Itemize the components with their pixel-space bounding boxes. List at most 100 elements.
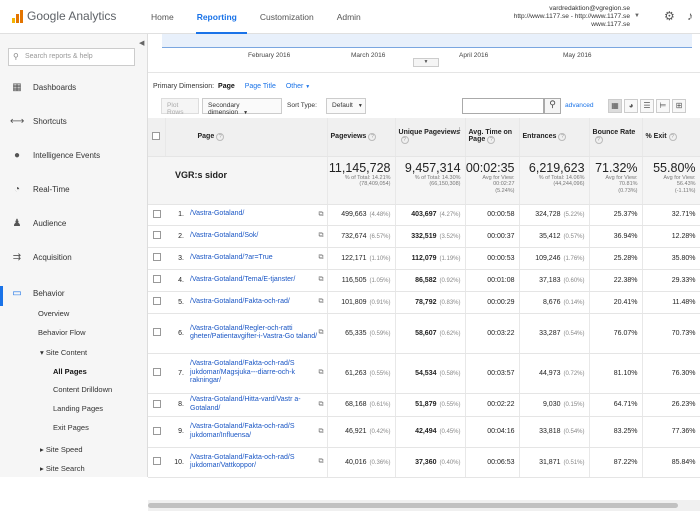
checkbox[interactable] xyxy=(152,368,161,376)
sidebar-item-dashboards[interactable]: ▦ Dashboards xyxy=(0,80,147,98)
sidebar-subitem-site-content[interactable]: ▾ Site Content xyxy=(40,348,87,357)
sidebar-subitem-content-drilldown[interactable]: Content Drilldown xyxy=(53,385,113,394)
checkbox[interactable] xyxy=(152,457,161,465)
table-row[interactable]: 10./Vastra-Gotaland/Fakta-och-rad/S jukd… xyxy=(148,447,700,478)
page-link-cell[interactable]: /Vastra-Gotaland/ ⧉ xyxy=(187,204,328,226)
row-checkbox-cell[interactable] xyxy=(148,204,165,226)
open-page-icon[interactable]: ⧉ xyxy=(318,427,324,435)
tab-admin[interactable]: Admin xyxy=(336,12,361,22)
checkbox[interactable] xyxy=(152,131,161,140)
sidebar-item-real-time[interactable]: ◔ Real-Time xyxy=(0,182,147,200)
open-page-icon[interactable]: ⧉ xyxy=(318,458,324,465)
chevron-down-icon[interactable]: ▼ xyxy=(634,13,640,19)
table-view-icon[interactable]: ▦ xyxy=(608,99,622,113)
sidebar-subitem-exit-pages[interactable]: Exit Pages xyxy=(53,423,89,432)
gear-icon[interactable]: ⚙ xyxy=(664,9,675,23)
row-checkbox-cell[interactable] xyxy=(148,225,165,248)
page-link[interactable]: /Vastra-Gotaland/?ar=True xyxy=(190,253,273,261)
table-row[interactable]: 5./Vastra-Gotaland/Fakta-och-rad/⧉ 101,80… xyxy=(148,291,700,314)
header-page[interactable]: Page? xyxy=(165,118,328,157)
row-checkbox-cell[interactable] xyxy=(148,291,165,314)
page-link[interactable]: /Vastra-Gotaland/Tema/E-tjanster/ xyxy=(190,275,296,283)
select-all-checkbox[interactable] xyxy=(148,118,166,157)
tab-reporting[interactable]: Reporting xyxy=(195,0,247,34)
open-page-icon[interactable]: ⧉ xyxy=(318,254,324,261)
page-link[interactable]: /Vastra-Gotaland/ xyxy=(190,210,245,218)
checkbox[interactable] xyxy=(152,231,161,239)
table-row[interactable]: 7./Vastra-Gotaland/Fakta-och-rad/S jukdo… xyxy=(148,353,700,394)
sidebar-item-audience[interactable]: ♟ Audience xyxy=(0,216,147,234)
row-checkbox-cell[interactable] xyxy=(148,416,165,448)
comparison-view-icon[interactable]: ⊨ xyxy=(656,99,670,113)
sort-type-dropdown[interactable]: Default ▼ xyxy=(326,98,366,114)
header-unique-pageviews[interactable]: Unique Pageviews? ↓ xyxy=(395,118,466,157)
header-pageviews[interactable]: Pageviews? xyxy=(327,118,396,157)
page-link[interactable]: /Vastra-Gotaland/Sok/ xyxy=(190,231,259,239)
page-link-cell[interactable]: /Vastra-Gotaland/Fakta-och-rad/S jukdoma… xyxy=(187,447,328,478)
dimension-page-title[interactable]: Page Title xyxy=(244,83,276,90)
page-link[interactable]: /Vastra-Gotaland/Fakta-och-rad/S jukdoma… xyxy=(190,360,296,385)
open-page-icon[interactable]: ⧉ xyxy=(318,232,324,239)
notifications-bell-icon[interactable]: ♪ xyxy=(687,9,693,23)
header-bounce-rate[interactable]: Bounce Rate? xyxy=(589,118,643,157)
collapse-sidebar-icon[interactable]: ◀ xyxy=(139,40,145,47)
page-link-cell[interactable]: /Vastra-Gotaland/Hitta-vard/Vastr a-Gota… xyxy=(187,393,328,417)
help-icon[interactable]: ? xyxy=(594,136,603,145)
row-checkbox-cell[interactable] xyxy=(148,353,165,394)
sidebar-subitem-all-pages[interactable]: All Pages xyxy=(53,367,87,376)
tab-customization[interactable]: Customization xyxy=(259,12,314,22)
chart-expand-button[interactable]: ▼ xyxy=(413,58,439,67)
page-link[interactable]: /Vastra-Gotaland/Regler-och-ratti gheter… xyxy=(190,324,318,341)
help-icon[interactable]: ? xyxy=(400,136,409,145)
row-checkbox-cell[interactable] xyxy=(148,269,165,292)
checkbox[interactable] xyxy=(152,328,161,336)
search-input[interactable]: ⚲ Search reports & help xyxy=(8,48,135,66)
page-link[interactable]: /Vastra-Gotaland/Fakta-och-rad/S jukdoma… xyxy=(190,423,295,439)
table-row[interactable]: 3./Vastra-Gotaland/?ar=True ⧉ 122,171 (1.10… xyxy=(148,247,700,270)
page-link-cell[interactable]: /Vastra-Gotaland/Fakta-och-rad/S jukdoma… xyxy=(187,416,328,448)
table-row[interactable]: 2./Vastra-Gotaland/Sok/⧉ 732,674 (6.57%) 33… xyxy=(148,225,700,248)
secondary-dimension-dropdown[interactable]: Secondary dimension ▼ xyxy=(202,98,282,116)
open-page-icon[interactable]: ⧉ xyxy=(318,369,324,376)
horizontal-scrollbar[interactable] xyxy=(148,500,700,511)
page-link-cell[interactable]: /Vastra-Gotaland/?ar=True ⧉ xyxy=(187,247,328,270)
advanced-filter-link[interactable]: advanced xyxy=(565,102,594,109)
row-checkbox-cell[interactable] xyxy=(148,313,165,354)
performance-view-icon[interactable]: ☰ xyxy=(640,99,654,113)
page-link-cell[interactable]: /Vastra-Gotaland/Regler-och-ratti gheter… xyxy=(187,313,328,354)
table-row[interactable]: 9./Vastra-Gotaland/Fakta-och-rad/S jukdo… xyxy=(148,416,700,448)
checkbox[interactable] xyxy=(152,426,161,435)
sidebar-item-intelligence-events[interactable]: ● Intelligence Events xyxy=(0,148,147,166)
row-checkbox-cell[interactable] xyxy=(148,247,165,270)
open-page-icon[interactable]: ⧉ xyxy=(318,329,324,336)
table-row[interactable]: 1./Vastra-Gotaland/⧉ 499,663 (4.48%) 403,69… xyxy=(148,204,700,226)
checkbox[interactable] xyxy=(152,399,161,408)
header-exit[interactable]: % Exit? xyxy=(642,118,700,157)
google-analytics-logo[interactable]: Google Analytics xyxy=(12,9,116,23)
page-link-cell[interactable]: /Vastra-Gotaland/Sok/ ⧉ xyxy=(187,225,328,248)
scrollbar-thumb[interactable] xyxy=(148,503,678,508)
dimension-other[interactable]: Other ▼ xyxy=(286,83,310,90)
sidebar-item-shortcuts[interactable]: ⟷ Shortcuts xyxy=(0,114,147,132)
open-page-icon[interactable]: ⧉ xyxy=(318,298,324,305)
open-page-icon[interactable]: ⧉ xyxy=(318,276,324,283)
checkbox[interactable] xyxy=(152,209,161,218)
sidebar-subitem-landing-pages[interactable]: Landing Pages xyxy=(53,404,104,413)
page-link-cell[interactable]: /Vastra-Gotaland/Fakta-och-rad/S jukdoma… xyxy=(187,353,328,394)
help-icon[interactable]: ? xyxy=(216,132,225,141)
row-checkbox-cell[interactable] xyxy=(148,393,165,417)
help-icon[interactable]: ? xyxy=(668,132,677,141)
help-icon[interactable]: ? xyxy=(487,136,496,145)
checkbox[interactable] xyxy=(152,275,161,283)
dimension-page[interactable]: Page xyxy=(218,83,235,90)
page-link[interactable]: /Vastra-Gotaland/Hitta-vard/Vastr a-Gota… xyxy=(190,396,301,412)
table-row[interactable]: 6./Vastra-Gotaland/Regler-och-ratti ghet… xyxy=(148,313,700,354)
row-checkbox-cell[interactable] xyxy=(148,447,165,478)
open-page-icon[interactable]: ⧉ xyxy=(318,210,324,218)
filter-search-button[interactable]: ⚲ xyxy=(544,98,561,114)
help-icon[interactable]: ? xyxy=(558,132,567,141)
checkbox[interactable] xyxy=(152,253,161,261)
header-avg-time[interactable]: Avg. Time on Page? xyxy=(465,118,520,157)
sidebar-item-behavior[interactable]: ▭ Behavior xyxy=(0,286,147,304)
pivot-view-icon[interactable]: ⊞ xyxy=(672,99,686,113)
